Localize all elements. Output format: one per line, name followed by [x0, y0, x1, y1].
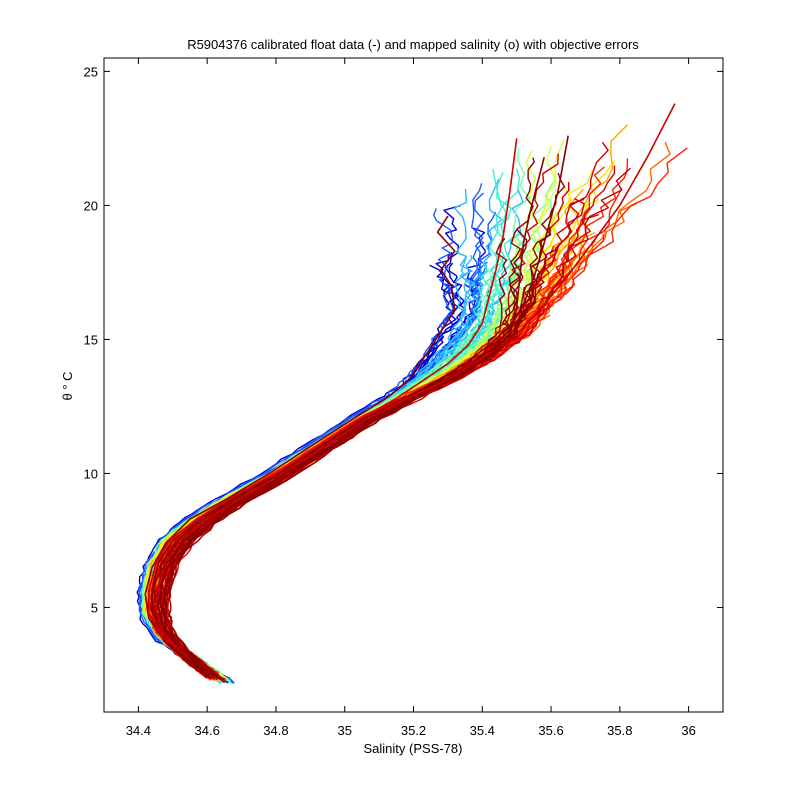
- x-axis-label: Salinity (PSS-78): [364, 741, 463, 756]
- profile-line: [168, 157, 535, 679]
- x-tick-label: 35: [337, 723, 351, 738]
- profile-line: [166, 165, 616, 679]
- profile-line: [163, 286, 532, 679]
- y-axis-label: θ ° C: [60, 371, 75, 400]
- y-tick-label: 20: [84, 198, 98, 213]
- x-tick-label: 35.6: [538, 723, 563, 738]
- series-line: [154, 103, 676, 681]
- plot-area: [136, 103, 688, 684]
- series-line: [151, 135, 569, 681]
- y-tick-label: 15: [84, 332, 98, 347]
- y-tick-label: 10: [84, 466, 98, 481]
- series-line: [144, 215, 456, 684]
- series-line: [161, 157, 545, 678]
- x-tick-label: 35.4: [470, 723, 495, 738]
- x-tick-label: 34.6: [195, 723, 220, 738]
- chart-title: R5904376 calibrated float data (-) and m…: [187, 37, 639, 52]
- series-line: [147, 138, 518, 684]
- x-tick-label: 34.4: [126, 723, 151, 738]
- x-tick-label: 34.8: [263, 723, 288, 738]
- x-tick-label: 35.8: [607, 723, 632, 738]
- x-axis: 34.4 34.6 34.8 35 35.2 35.4 35.6 35.8 36: [126, 58, 696, 738]
- x-tick-label: 35.2: [401, 723, 426, 738]
- x-tick-label: 36: [681, 723, 695, 738]
- y-axis: 5 10 15 20 25: [84, 64, 723, 615]
- y-tick-label: 5: [91, 600, 98, 615]
- y-tick-label: 25: [84, 64, 98, 79]
